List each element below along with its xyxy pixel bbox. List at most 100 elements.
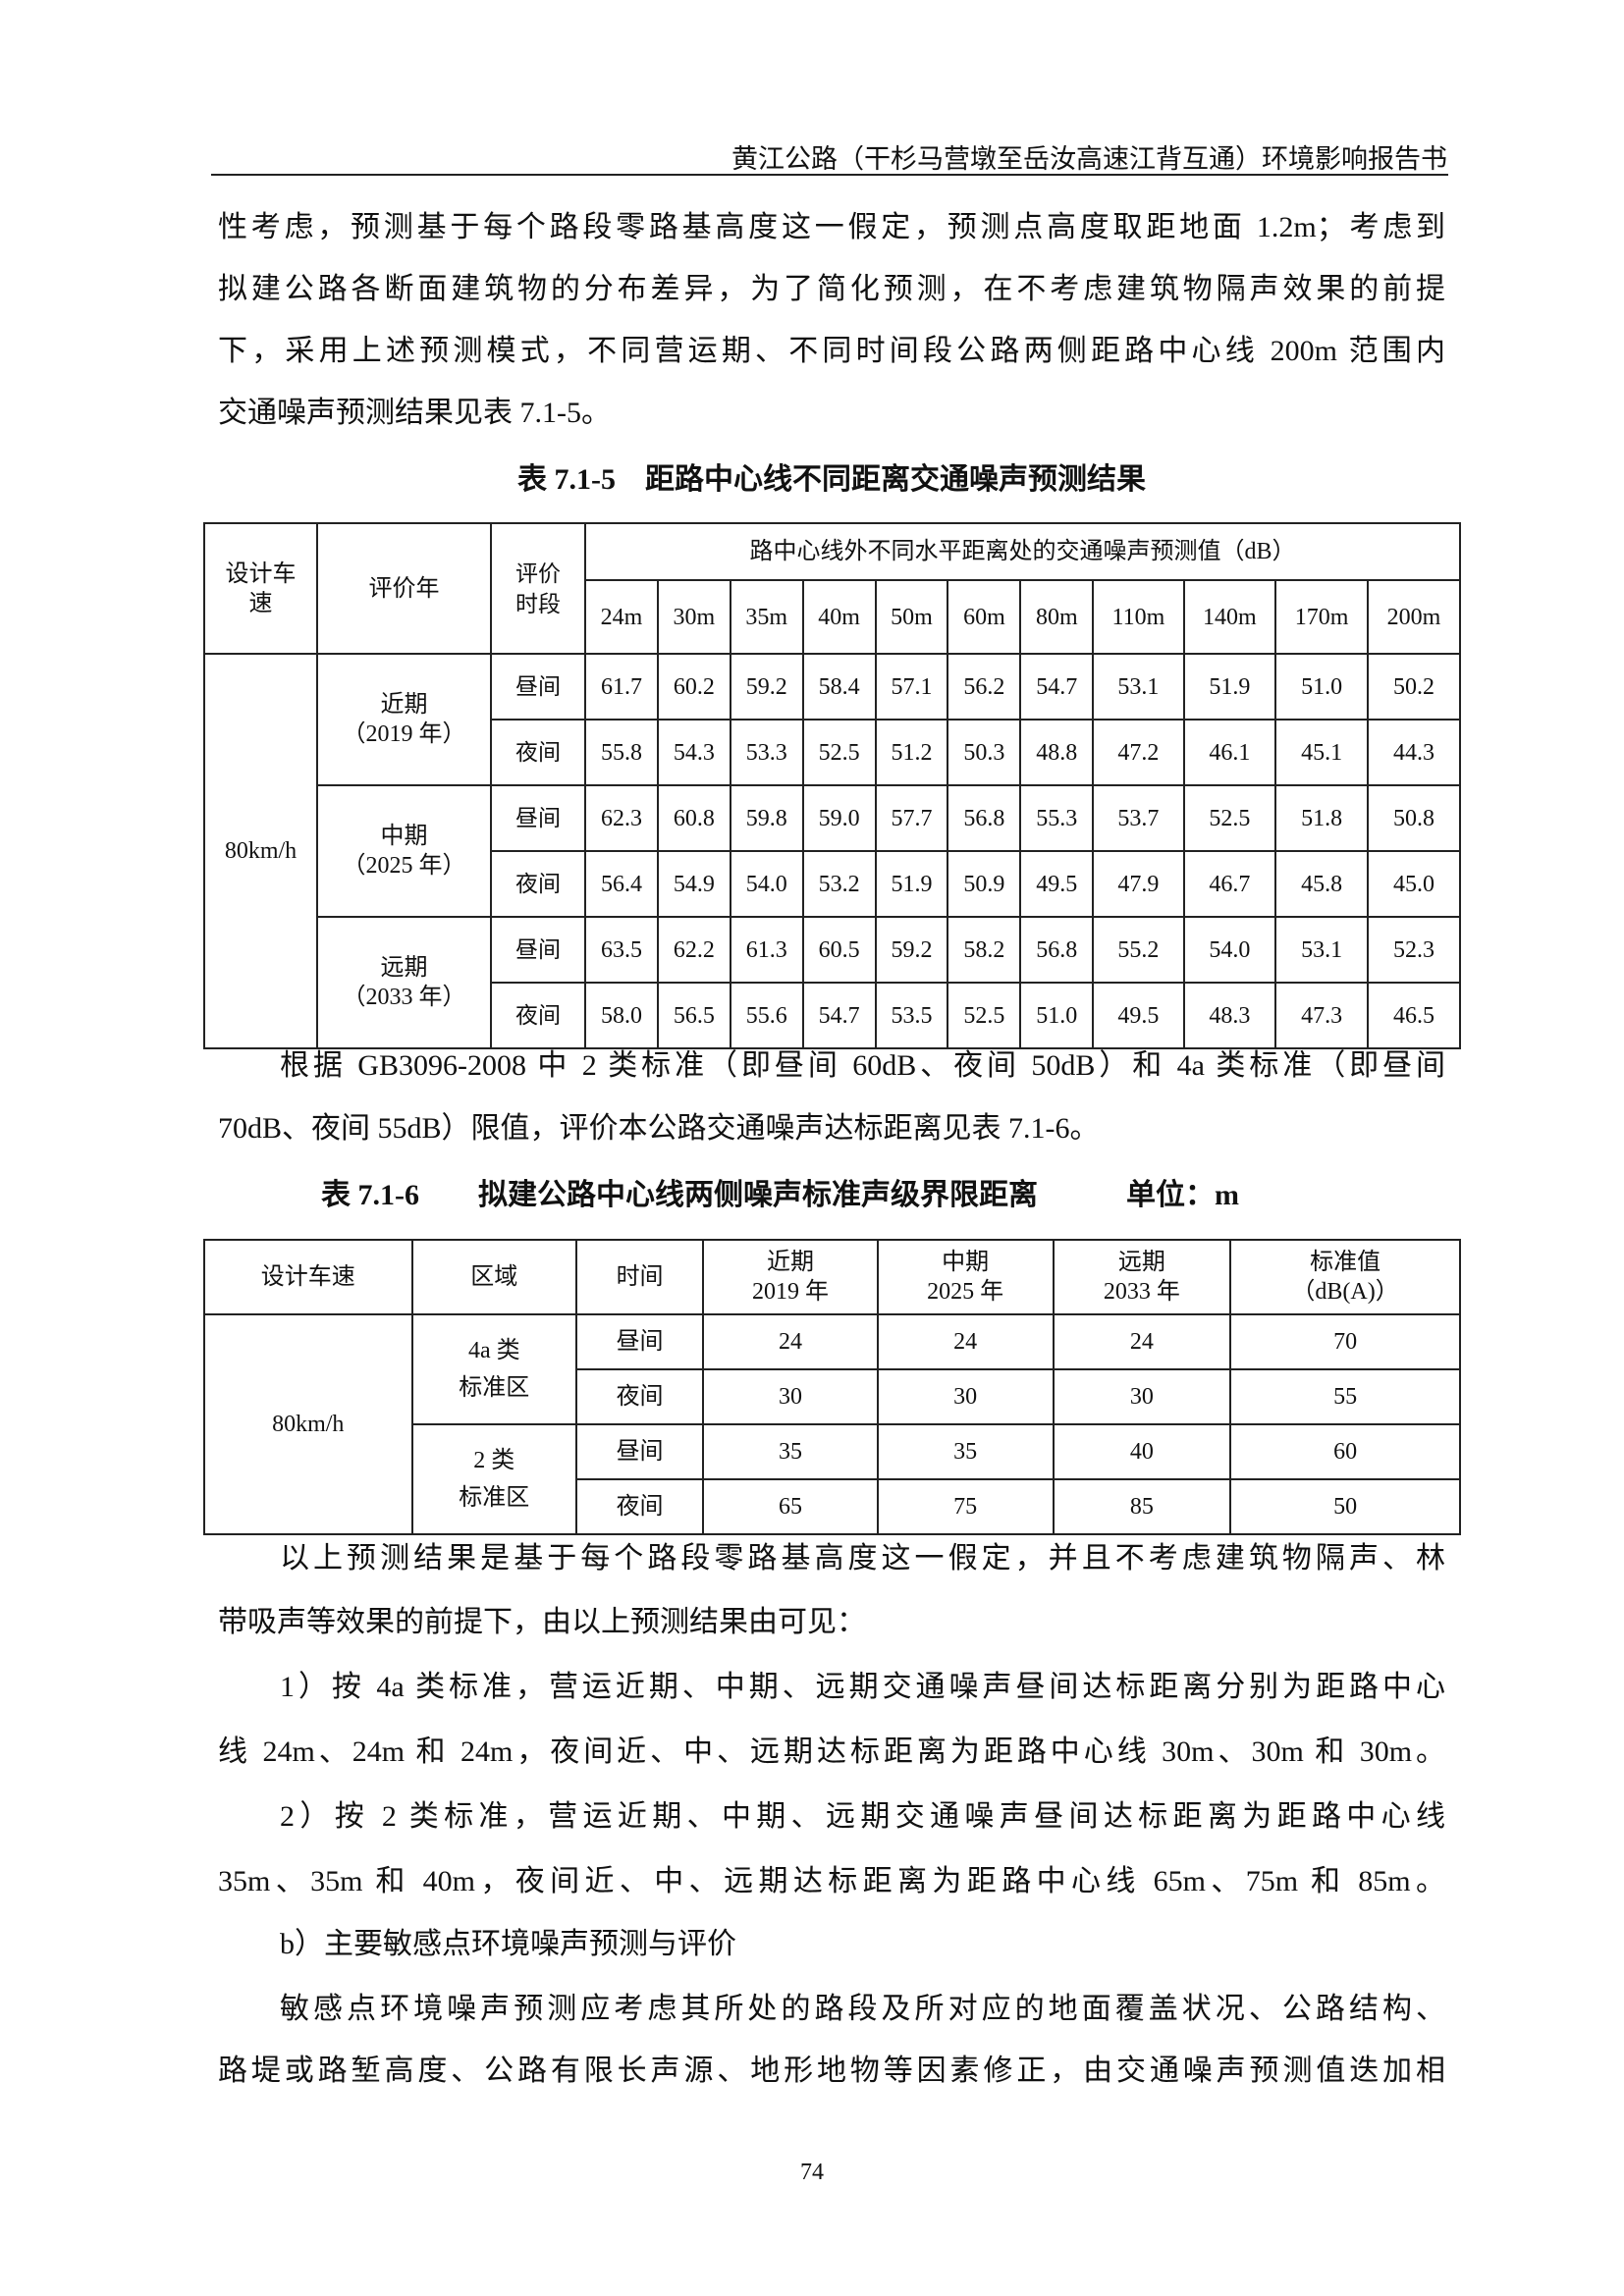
speed-cell: 80km/h: [203, 653, 318, 1049]
noise-value: 47.9: [1092, 850, 1185, 918]
noise-value: 53.2: [801, 850, 877, 918]
noise-value: 49.5: [1092, 982, 1185, 1049]
period-label: 中期: [380, 824, 428, 849]
page-number: 74: [800, 2160, 824, 2185]
year-cell: 中期 （2025 年）: [316, 784, 492, 918]
header-cell: 中期 2025 年: [876, 1239, 1055, 1315]
paragraph-line: 敏感点环境噪声预测应考虑其所处的路段及所对应的地面覆盖状况、公路结构、: [280, 1993, 1445, 2025]
time-period-cell: 夜间: [490, 850, 586, 918]
noise-value: 47.2: [1092, 719, 1185, 786]
noise-value: 52.5: [1182, 784, 1277, 852]
noise-value: 46.7: [1182, 850, 1277, 918]
noise-value: 60.8: [656, 784, 731, 852]
noise-value: 56.8: [1019, 916, 1095, 984]
distance-value: 24: [702, 1313, 879, 1370]
distance-header: 200m: [1367, 579, 1461, 655]
distance-value: 60: [1229, 1423, 1461, 1480]
period-year: （2019 年）: [342, 721, 466, 747]
table-row: 80km/h 近期 （2019 年） 昼间 61.7 60.2 59.2 58.4 57.1 56…: [203, 653, 1461, 1049]
noise-value: 60.5: [801, 916, 877, 984]
distance-value: 30: [876, 1368, 1055, 1425]
noise-value: 53.5: [874, 982, 949, 1049]
noise-value: 51.0: [1274, 653, 1370, 721]
zone-cell: 2 类 标准区: [410, 1423, 578, 1535]
table-row: 远期 （2033 年） 昼间 63.5 62.2 61.3 60.5 59.2 58.2 56.8…: [204, 916, 1461, 1049]
noise-value: 59.8: [729, 784, 804, 852]
distance-value: 30: [702, 1368, 879, 1425]
noise-value: 54.7: [1019, 653, 1095, 721]
paragraph-line: 根据 GB3096-2008 中 2 类标准（即昼间 60dB、夜间 50dB）…: [280, 1049, 1445, 1082]
period-year: （2033 年）: [342, 985, 466, 1010]
table-row: 80km/h 4a 类 标准区 昼间 24 24 24 70: [203, 1313, 1461, 1535]
noise-value: 62.3: [584, 784, 659, 852]
noise-value: 61.3: [729, 916, 804, 984]
noise-value: 63.5: [584, 916, 659, 984]
distance-value: 40: [1052, 1423, 1232, 1480]
noise-value: 46.5: [1367, 982, 1461, 1049]
header-row: 设计车速 评价年 评价时段 路中心线外不同水平距离处的交通噪声预测值（dB）: [203, 522, 1461, 655]
time-period-cell: 昼间: [574, 1313, 705, 1370]
noise-value: 47.3: [1274, 982, 1370, 1049]
distance-value: 65: [702, 1478, 879, 1535]
noise-value: 53.3: [729, 719, 804, 786]
distance-header: 170m: [1274, 579, 1370, 655]
noise-value: 45.8: [1274, 850, 1370, 918]
noise-value: 54.7: [801, 982, 877, 1049]
noise-value: 45.1: [1274, 719, 1370, 786]
noise-value: 58.0: [584, 982, 659, 1049]
noise-value: 46.1: [1182, 719, 1277, 786]
noise-value: 50.9: [947, 850, 1022, 918]
standard-distance-table: 设计车速 区域 时间 近期 2019 年中期 2025 年远期 2033 年标准值 （…: [203, 1239, 1461, 1535]
header-cell: 远期 2033 年: [1052, 1239, 1232, 1315]
paragraph-line: 1）按 4a 类标准，营运近期、中期、远期交通噪声昼间达标距离分别为距路中心: [280, 1671, 1445, 1703]
paragraph-line: 35m、35m 和 40m，夜间近、中、远期达标距离为距路中心线 65m、75m…: [218, 1865, 1445, 1897]
distance-header: 35m: [729, 579, 804, 655]
noise-value: 51.9: [874, 850, 949, 918]
noise-value: 58.4: [801, 653, 877, 721]
noise-value: 59.2: [874, 916, 949, 984]
time-period-cell: 夜间: [574, 1478, 705, 1535]
table-caption: 表 7.1-6 拟建公路中心线两侧噪声标准声级界限距离 单位：m: [321, 1179, 1239, 1211]
noise-value: 50.3: [947, 719, 1022, 786]
header-cell: 评价时段: [490, 522, 586, 655]
table-row: 夜间 30 30 30 55: [204, 1368, 1461, 1425]
noise-value: 59.0: [801, 784, 877, 852]
distance-header: 40m: [801, 579, 877, 655]
paragraph-line: 拟建公路各断面建筑物的分布差异，为了简化预测，在不考虑建筑物隔声效果的前提: [218, 273, 1445, 305]
time-period-cell: 夜间: [490, 982, 586, 1049]
year-cell: 近期 （2019 年）: [316, 653, 492, 786]
noise-value: 57.1: [874, 653, 949, 721]
paragraph-line: 2）按 2 类标准，营运近期、中期、远期交通噪声昼间达标距离为距路中心线: [280, 1800, 1445, 1833]
paragraph-line: 下，采用上述预测模式，不同营运期、不同时间段公路两侧距路中心线 200m 范围内: [218, 335, 1445, 367]
header-cell: 评价年: [316, 522, 492, 655]
distance-value: 75: [876, 1478, 1055, 1535]
distance-value: 70: [1229, 1313, 1461, 1370]
noise-value: 58.2: [947, 916, 1022, 984]
header-row: 设计车速 区域 时间 近期 2019 年中期 2025 年远期 2033 年标准值 （…: [203, 1239, 1461, 1315]
noise-value: 45.0: [1367, 850, 1461, 918]
header-cell: 路中心线外不同水平距离处的交通噪声预测值（dB）: [584, 522, 1461, 581]
time-period-cell: 夜间: [574, 1368, 705, 1425]
paragraph-line: 线 24m、24m 和 24m，夜间近、中、远期达标距离为距路中心线 30m、3…: [218, 1735, 1445, 1768]
running-header: 黄江公路（干杉马营墩至岳汝高速江背互通）环境影响报告书: [731, 144, 1447, 174]
noise-value: 44.3: [1367, 719, 1461, 786]
table-row: 夜间 55.8 54.3 53.3 52.5 51.2 50.3 48.8 47.2 46.1 45…: [204, 719, 1461, 786]
noise-value: 57.7: [874, 784, 949, 852]
noise-value: 60.2: [656, 653, 731, 721]
paragraph-line: 带吸声等效果的前提下，由以上预测结果由可见：: [218, 1606, 866, 1638]
noise-value: 51.9: [1182, 653, 1277, 721]
distance-value: 30: [1052, 1368, 1232, 1425]
distance-header: 60m: [947, 579, 1022, 655]
noise-value: 51.8: [1274, 784, 1370, 852]
table-row: 夜间 58.0 56.5 55.6 54.7 53.5 52.5 51.0 49.5 48.3 47…: [204, 982, 1461, 1049]
distance-value: 35: [876, 1423, 1055, 1480]
header-rule: [211, 174, 1448, 176]
noise-value: 54.0: [1182, 916, 1277, 984]
noise-value: 52.5: [947, 982, 1022, 1049]
year-cell: 远期 （2033 年）: [316, 916, 492, 1049]
speed-cell: 80km/h: [203, 1313, 413, 1535]
noise-value: 56.8: [947, 784, 1022, 852]
noise-value: 55.6: [729, 982, 804, 1049]
noise-value: 61.7: [584, 653, 659, 721]
noise-value: 51.2: [874, 719, 949, 786]
